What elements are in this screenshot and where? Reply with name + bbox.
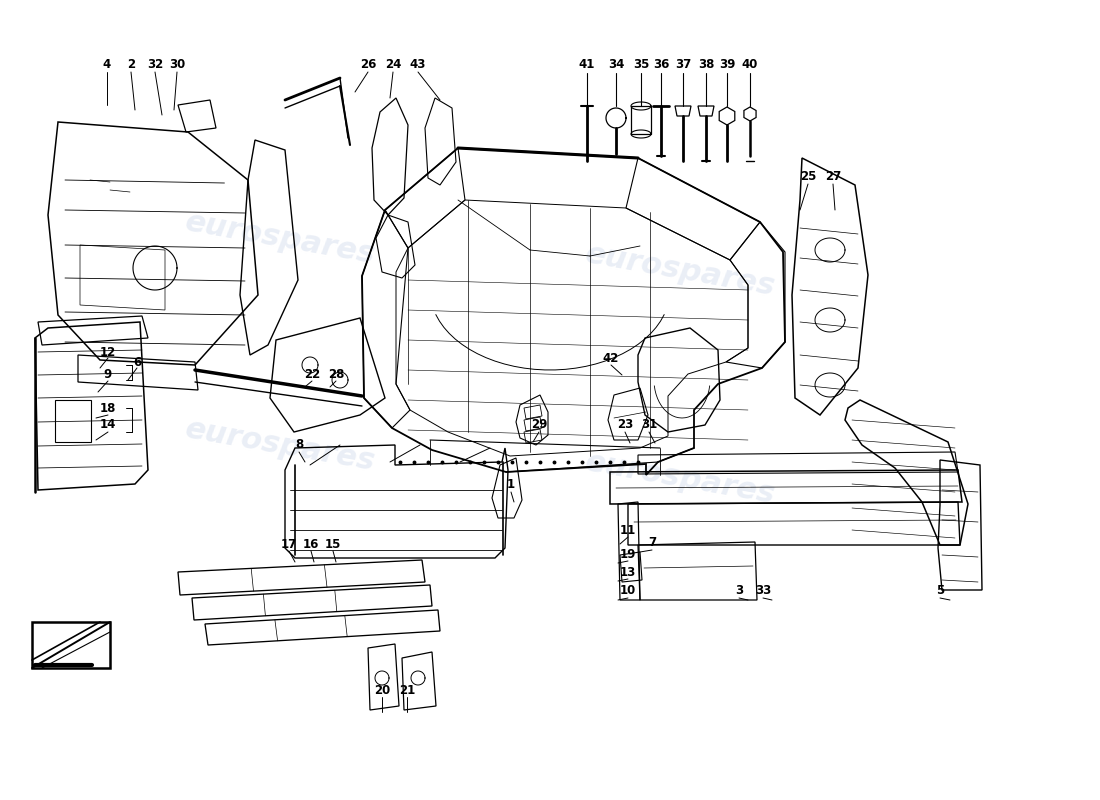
- Text: 1: 1: [507, 478, 515, 491]
- Text: 12: 12: [100, 346, 117, 358]
- Text: 16: 16: [302, 538, 319, 550]
- Text: 18: 18: [100, 402, 117, 414]
- Text: 23: 23: [617, 418, 634, 431]
- Text: 14: 14: [100, 418, 117, 431]
- Text: 31: 31: [641, 418, 657, 431]
- Text: 13: 13: [620, 566, 636, 578]
- Text: 33: 33: [755, 585, 771, 598]
- Text: 22: 22: [304, 367, 320, 381]
- Text: 11: 11: [620, 523, 636, 537]
- Text: 15: 15: [324, 538, 341, 550]
- Text: eurospares: eurospares: [583, 447, 778, 509]
- Text: 30: 30: [169, 58, 185, 71]
- Text: eurospares: eurospares: [183, 414, 377, 476]
- Text: 41: 41: [579, 58, 595, 71]
- Text: 9: 9: [103, 367, 112, 381]
- Text: 38: 38: [697, 58, 714, 71]
- Text: 26: 26: [360, 58, 376, 71]
- Text: 3: 3: [735, 585, 744, 598]
- Text: 43: 43: [410, 58, 426, 71]
- Text: 27: 27: [825, 170, 842, 183]
- Text: 21: 21: [399, 683, 415, 697]
- Text: 6: 6: [133, 355, 141, 369]
- Text: 34: 34: [608, 58, 624, 71]
- Text: 39: 39: [718, 58, 735, 71]
- Text: 37: 37: [675, 58, 691, 71]
- Text: 29: 29: [531, 418, 547, 431]
- Text: 20: 20: [374, 683, 390, 697]
- Text: 40: 40: [741, 58, 758, 71]
- Text: 10: 10: [620, 585, 636, 598]
- Text: 36: 36: [652, 58, 669, 71]
- Text: 4: 4: [103, 58, 111, 71]
- Text: 42: 42: [603, 351, 619, 365]
- Text: 2: 2: [126, 58, 135, 71]
- Text: 8: 8: [295, 438, 304, 451]
- Text: 28: 28: [328, 367, 344, 381]
- Bar: [55, 400, 91, 442]
- Text: 25: 25: [800, 170, 816, 183]
- Text: 32: 32: [147, 58, 163, 71]
- Text: 7: 7: [648, 537, 656, 550]
- Text: 5: 5: [936, 585, 944, 598]
- Text: 19: 19: [619, 547, 636, 561]
- Text: eurospares: eurospares: [583, 239, 778, 301]
- Text: eurospares: eurospares: [183, 207, 377, 269]
- Text: 24: 24: [385, 58, 402, 71]
- Text: 35: 35: [632, 58, 649, 71]
- Text: 17: 17: [280, 538, 297, 550]
